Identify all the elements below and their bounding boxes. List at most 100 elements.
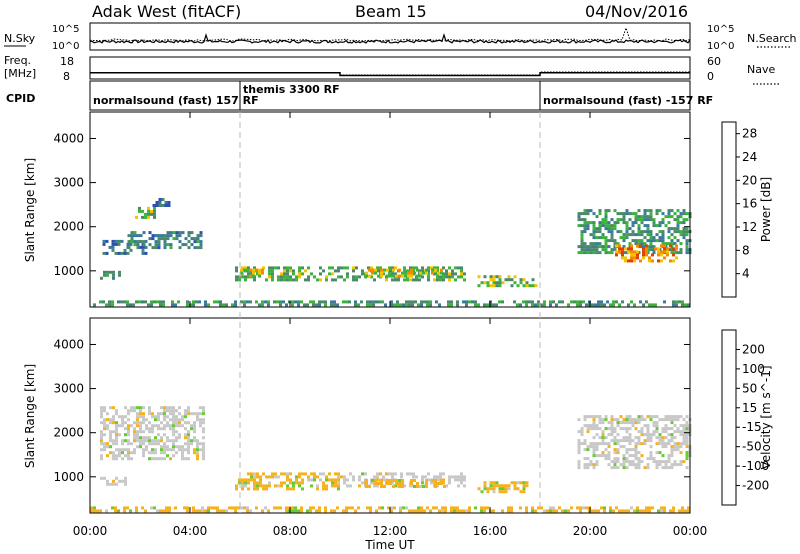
colorbar-tick-label: 200	[742, 342, 765, 356]
heatmap-cell	[259, 481, 262, 485]
heatmap-cell	[427, 266, 430, 270]
heatmap-cell	[405, 506, 408, 510]
heatmap-cell	[619, 445, 623, 449]
heatmap-cell	[154, 246, 158, 250]
heatmap-cell	[622, 212, 626, 216]
heatmap-cell	[346, 266, 349, 270]
heatmap-cell	[586, 463, 590, 467]
heatmap-cell	[262, 472, 265, 476]
heatmap-cell	[625, 415, 629, 419]
heatmap-cell	[144, 300, 147, 304]
heatmap-cell	[483, 275, 487, 279]
heatmap-cell	[380, 268, 383, 272]
heatmap-cell	[652, 430, 656, 434]
heatmap-cell	[577, 430, 581, 434]
heatmap-cell	[127, 418, 130, 422]
heatmap-cell	[250, 472, 253, 476]
heatmap-cell	[682, 212, 686, 216]
heatmap-cell	[661, 430, 665, 434]
heatmap-cell	[401, 274, 404, 278]
heatmap-cell	[118, 270, 121, 274]
heatmap-cell	[216, 506, 219, 510]
heatmap-cell	[631, 418, 635, 422]
colorbar-label: Power [dB]	[759, 177, 773, 242]
heatmap-cell	[625, 451, 629, 455]
heatmap-cell	[115, 436, 118, 440]
heatmap-cell	[157, 457, 160, 461]
heatmap-cell	[271, 272, 274, 276]
heatmap-cell	[160, 237, 164, 241]
heatmap-cell	[643, 224, 647, 228]
heatmap-cell	[454, 278, 457, 282]
heatmap-cell	[610, 466, 614, 470]
heatmap-cell	[646, 209, 650, 213]
heatmap-cell	[109, 445, 112, 449]
heatmap-cell	[639, 259, 642, 263]
heatmap-cell	[589, 248, 593, 252]
heatmap-cell	[115, 430, 118, 434]
heatmap-cell	[163, 442, 166, 446]
heatmap-cell	[684, 509, 687, 513]
heatmap-cell	[615, 250, 618, 254]
heatmap-cell	[600, 303, 603, 307]
heatmap-cell	[365, 479, 368, 482]
heatmap-cell	[126, 506, 129, 510]
heatmap-cell	[136, 424, 139, 428]
heatmap-cell	[622, 436, 626, 440]
heatmap-cell	[666, 247, 669, 251]
heatmap-cell	[436, 269, 439, 273]
heatmap-cell	[598, 418, 602, 422]
heatmap-cell	[175, 231, 179, 235]
heatmap-cell	[142, 442, 145, 446]
heatmap-cell	[592, 448, 596, 452]
heatmap-cell	[625, 457, 629, 461]
heatmap-cell	[289, 487, 292, 491]
heatmap-cell	[276, 300, 279, 304]
heatmap-cell	[198, 509, 201, 513]
heatmap-cell	[679, 215, 683, 219]
heatmap-cell	[670, 233, 674, 237]
heatmap-cell	[621, 253, 624, 257]
heatmap-cell	[507, 275, 511, 279]
heatmap-cell	[679, 221, 683, 225]
heatmap-cell	[417, 506, 420, 510]
heatmap-cell	[193, 439, 196, 443]
heatmap-cell	[634, 427, 638, 431]
heatmap-cell	[613, 460, 617, 464]
heatmap-cell	[310, 478, 313, 482]
heatmap-cell	[380, 482, 383, 485]
heatmap-cell	[262, 266, 265, 270]
heatmap-cell	[444, 506, 447, 510]
heatmap-cell	[235, 275, 238, 279]
heatmap-cell	[655, 451, 659, 455]
heatmap-cell	[676, 445, 680, 449]
heatmap-cell	[645, 300, 648, 304]
heatmap-cell	[685, 445, 689, 449]
heatmap-cell	[460, 269, 463, 273]
heatmap-cell	[583, 463, 587, 467]
heatmap-cell	[607, 239, 611, 243]
heatmap-cell	[492, 284, 496, 288]
heatmap-cell	[637, 436, 641, 440]
heatmap-cell	[685, 436, 689, 440]
heatmap-cell	[100, 457, 103, 461]
heatmap-cell	[589, 427, 593, 431]
heatmap-cell	[582, 300, 585, 304]
heatmap-cell	[115, 457, 118, 461]
heatmap-cell	[376, 269, 379, 273]
heatmap-cell	[172, 454, 175, 458]
heatmap-cell	[391, 278, 394, 282]
nsky-tick-high: 10^5	[52, 24, 79, 35]
heatmap-cell	[421, 266, 424, 270]
heatmap-cell	[591, 303, 594, 307]
ytick-label: 4000	[53, 337, 84, 351]
heatmap-cell	[577, 224, 581, 228]
heatmap-cell	[368, 274, 371, 278]
heatmap-cell	[404, 274, 407, 278]
ytick-label: 2000	[53, 220, 84, 234]
heatmap-cell	[468, 300, 471, 304]
heatmap-cell	[145, 439, 148, 443]
heatmap-cell	[685, 242, 689, 246]
heatmap-cell	[628, 427, 632, 431]
